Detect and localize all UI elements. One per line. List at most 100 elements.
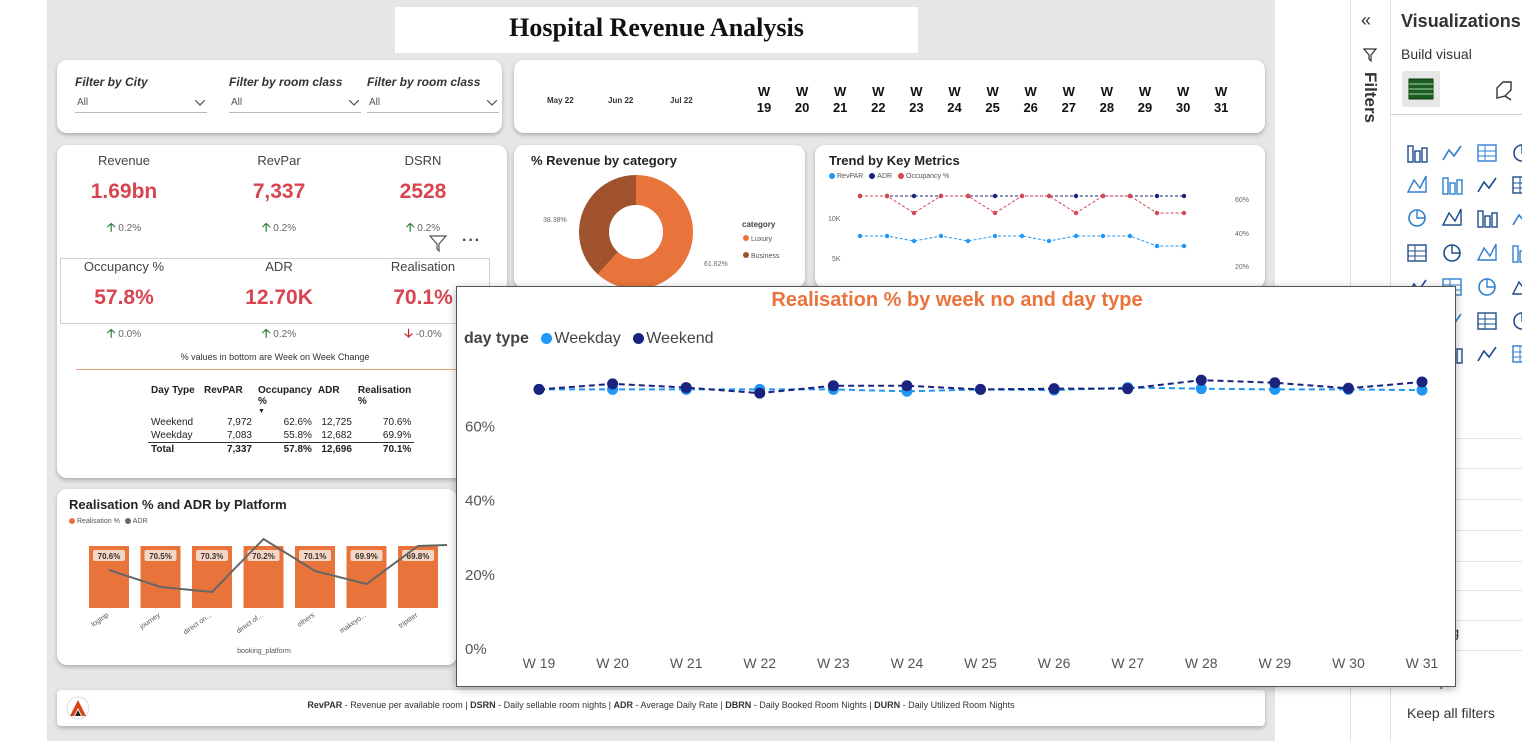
point-occupancy[interactable] bbox=[1073, 210, 1079, 216]
room-class-dropdown[interactable]: All bbox=[229, 93, 361, 113]
point-weekend[interactable] bbox=[1195, 374, 1207, 386]
city-slicer[interactable]: Filter by City All bbox=[75, 75, 207, 113]
week-button[interactable]: W 29 bbox=[1133, 84, 1157, 116]
column-header[interactable]: RevPAR bbox=[204, 385, 243, 396]
point-revpar[interactable] bbox=[938, 233, 944, 239]
point-revpar[interactable] bbox=[1019, 233, 1025, 239]
field-well-row[interactable] bbox=[1391, 534, 1522, 562]
visual-type-icon[interactable] bbox=[1406, 174, 1428, 196]
point-occupancy[interactable] bbox=[1127, 193, 1133, 199]
visual-type-icon[interactable] bbox=[1406, 242, 1428, 264]
point-weekday[interactable] bbox=[1416, 384, 1428, 396]
field-well-row[interactable] bbox=[1391, 441, 1522, 469]
point-occupancy[interactable] bbox=[911, 210, 917, 216]
visual-type-icon[interactable] bbox=[1511, 242, 1522, 264]
point-occupancy[interactable] bbox=[1100, 193, 1106, 199]
point-revpar[interactable] bbox=[1100, 233, 1106, 239]
point-weekend[interactable] bbox=[754, 387, 766, 399]
visual-type-icon[interactable] bbox=[1476, 207, 1498, 229]
visual-type-icon[interactable] bbox=[1511, 207, 1522, 229]
point-occupancy[interactable] bbox=[1019, 193, 1025, 199]
point-revpar[interactable] bbox=[911, 238, 917, 244]
column-header[interactable]: Realisation % bbox=[357, 385, 412, 407]
field-well-row[interactable] bbox=[1391, 472, 1522, 500]
point-revpar[interactable] bbox=[965, 238, 971, 244]
column-header[interactable]: Occupancy % bbox=[258, 385, 312, 407]
point-weekend[interactable] bbox=[975, 383, 986, 395]
room-class-slicer-2[interactable]: Filter by room class All bbox=[367, 75, 499, 113]
column-header[interactable]: ADR bbox=[317, 385, 340, 396]
visual-type-icon[interactable] bbox=[1441, 142, 1463, 164]
point-weekend[interactable] bbox=[827, 380, 839, 392]
week-button[interactable]: W 19 bbox=[752, 84, 776, 116]
point-weekend[interactable] bbox=[901, 380, 913, 392]
point-weekend[interactable] bbox=[1122, 383, 1134, 395]
visual-type-icon[interactable] bbox=[1511, 343, 1522, 365]
point-adr[interactable] bbox=[1154, 193, 1160, 199]
point-revpar[interactable] bbox=[1046, 238, 1052, 244]
point-revpar[interactable] bbox=[1073, 233, 1079, 239]
week-button[interactable]: W 28 bbox=[1095, 84, 1119, 116]
point-revpar[interactable] bbox=[1127, 233, 1133, 239]
point-revpar[interactable] bbox=[1154, 243, 1160, 249]
visual-type-icon[interactable] bbox=[1476, 242, 1498, 264]
visual-type-icon[interactable] bbox=[1511, 276, 1522, 298]
more-options-icon[interactable]: ··· bbox=[462, 232, 481, 249]
visual-type-icon[interactable] bbox=[1476, 343, 1498, 365]
visual-type-icon[interactable] bbox=[1511, 310, 1522, 332]
collapse-icon[interactable]: « bbox=[1361, 10, 1372, 30]
point-weekend[interactable] bbox=[680, 382, 692, 394]
filters-label[interactable]: Filters bbox=[1361, 72, 1380, 124]
room-class-dropdown-2[interactable]: All bbox=[367, 93, 499, 113]
visual-type-icon[interactable] bbox=[1441, 207, 1463, 229]
point-weekend[interactable] bbox=[1048, 383, 1060, 395]
room-class-slicer[interactable]: Filter by room class All bbox=[229, 75, 361, 113]
visual-type-icon[interactable] bbox=[1441, 174, 1463, 196]
point-adr[interactable] bbox=[1181, 193, 1187, 199]
field-well-row[interactable] bbox=[1391, 563, 1522, 591]
point-weekend[interactable] bbox=[607, 378, 619, 390]
visual-type-icon[interactable] bbox=[1441, 242, 1463, 264]
point-occupancy[interactable] bbox=[992, 210, 998, 216]
point-occupancy[interactable] bbox=[938, 193, 944, 199]
point-revpar[interactable] bbox=[857, 233, 863, 239]
week-button[interactable]: W 27 bbox=[1057, 84, 1081, 116]
city-dropdown[interactable]: All bbox=[75, 93, 207, 113]
point-revpar[interactable] bbox=[884, 233, 890, 239]
week-button[interactable]: W 20 bbox=[790, 84, 814, 116]
point-weekend[interactable] bbox=[1416, 376, 1428, 388]
legend-item-weekend[interactable]: Weekend bbox=[646, 330, 714, 347]
visual-type-icon[interactable] bbox=[1476, 142, 1498, 164]
column-header[interactable]: Day Type bbox=[151, 385, 195, 396]
point-revpar[interactable] bbox=[992, 233, 998, 239]
point-revpar[interactable] bbox=[1181, 243, 1187, 249]
point-adr[interactable] bbox=[911, 193, 917, 199]
slice-business[interactable] bbox=[579, 175, 693, 287]
visual-type-icon[interactable] bbox=[1476, 276, 1498, 298]
week-button[interactable]: W 24 bbox=[943, 84, 967, 116]
field-well-row[interactable] bbox=[1391, 593, 1522, 621]
point-weekend[interactable] bbox=[1269, 377, 1281, 389]
point-occupancy[interactable] bbox=[884, 193, 890, 199]
week-button[interactable]: W 25 bbox=[981, 84, 1005, 116]
week-button[interactable]: W 23 bbox=[904, 84, 928, 116]
field-well-label[interactable]: Keep all filters bbox=[1407, 705, 1495, 721]
format-brush-icon[interactable] bbox=[1491, 76, 1517, 102]
legend-item-weekday[interactable]: Weekday bbox=[554, 330, 621, 347]
visual-type-icon[interactable] bbox=[1511, 174, 1522, 196]
week-button[interactable]: W 21 bbox=[828, 84, 852, 116]
filters-label-wrap[interactable]: Filters bbox=[1354, 72, 1390, 132]
point-weekend[interactable] bbox=[1342, 382, 1354, 394]
focus-chart-popup[interactable]: Realisation % by week no and day type da… bbox=[456, 286, 1456, 687]
field-well-row[interactable] bbox=[1391, 503, 1522, 531]
point-occupancy[interactable] bbox=[857, 193, 863, 199]
point-adr[interactable] bbox=[992, 193, 998, 199]
point-adr[interactable] bbox=[1073, 193, 1079, 199]
visual-type-icon[interactable] bbox=[1511, 142, 1522, 164]
visual-type-icon[interactable] bbox=[1406, 207, 1428, 229]
point-occupancy[interactable] bbox=[1154, 210, 1160, 216]
week-button[interactable]: W 31 bbox=[1209, 84, 1233, 116]
filter-icon[interactable] bbox=[428, 233, 448, 253]
filter-icon[interactable] bbox=[1363, 48, 1377, 62]
visual-type-icon[interactable] bbox=[1406, 142, 1428, 164]
